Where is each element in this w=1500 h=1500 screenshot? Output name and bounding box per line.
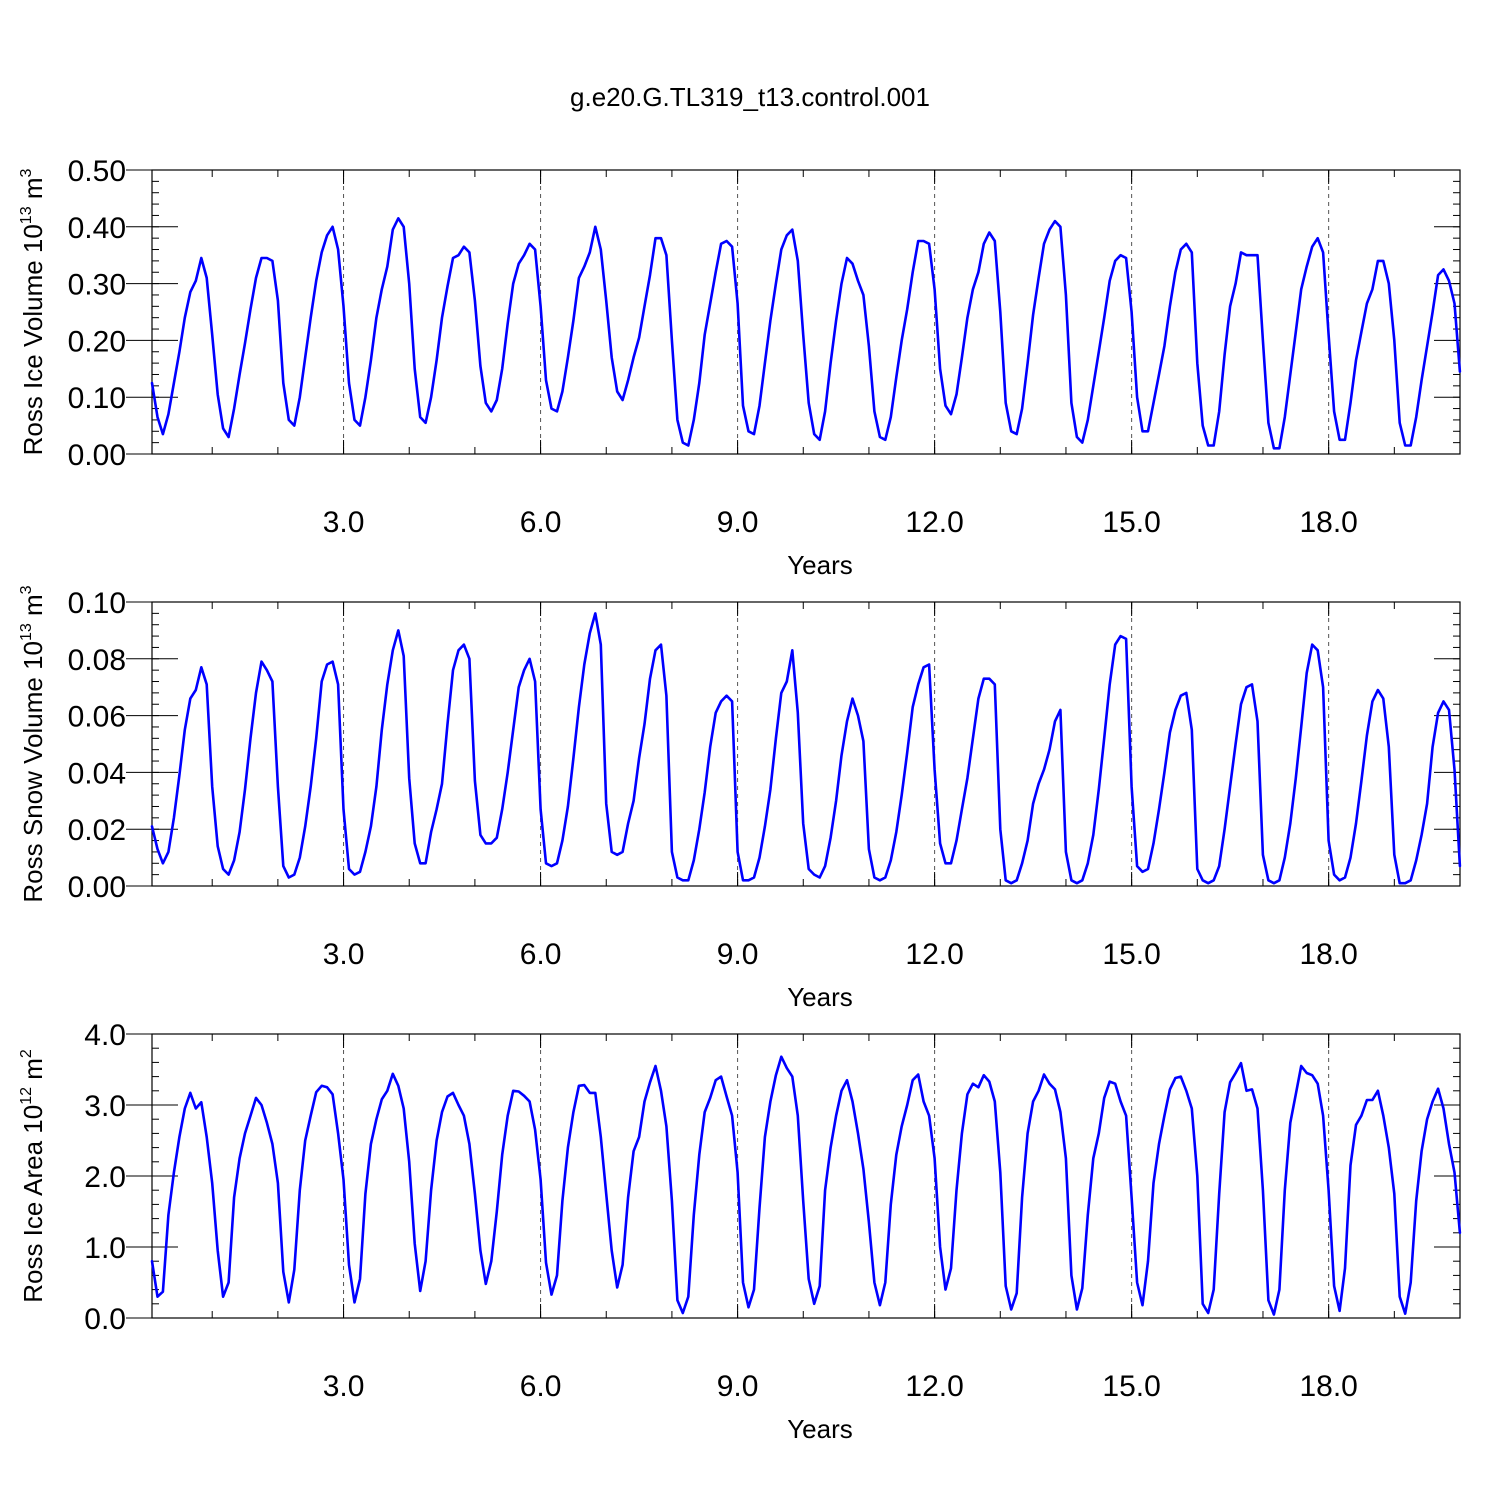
snow-volume-xtick-label: 18.0 xyxy=(1299,938,1357,971)
snow-volume-ylabel-part: m xyxy=(18,594,48,623)
ice-volume-ylabel: Ross Ice Volume 1013 m3 xyxy=(18,168,48,455)
snow-volume-xlabel: Years xyxy=(787,982,853,1012)
ice-area-ytick-label: 3.0 xyxy=(84,1090,126,1123)
snow-volume-xtick-label: 9.0 xyxy=(717,938,759,971)
ice-area-xtick-label: 18.0 xyxy=(1299,1370,1357,1403)
snow-volume-ytick-label: 0.04 xyxy=(68,757,126,790)
ice-area-ylabel: Ross Ice Area 1012 m2 xyxy=(18,1049,48,1303)
snow-volume-ylabel: Ross Snow Volume 1013 m3 xyxy=(18,585,48,902)
ice-area-ylabel-part: 10 xyxy=(18,1105,48,1134)
ice-volume-ylabel-part: Ross Ice Volume xyxy=(18,253,48,455)
ice-volume-plot-frame xyxy=(151,169,1461,455)
snow-volume-ytick-label: 0.02 xyxy=(68,814,126,847)
snow-volume-ytick-label: 0.08 xyxy=(68,644,126,677)
snow-volume-xtick-label: 6.0 xyxy=(520,938,562,971)
panel-ice-area: 0.0 1.0 2.0 3.0 4.0 3.0 6.0 9.0 12.0 15.0 18.0 Year… xyxy=(18,1019,1462,1444)
ice-volume-ylabel-part: 13 xyxy=(18,206,35,224)
snow-volume-ylabel-part: 10 xyxy=(18,641,48,670)
ice-area-xtick-label: 3.0 xyxy=(323,1370,365,1403)
ice-volume-xtick-label: 18.0 xyxy=(1299,506,1357,539)
ice-area-ylabel-part: Ross Ice Area xyxy=(18,1134,48,1303)
snow-volume-ytick-label: 0.00 xyxy=(68,871,126,904)
ice-area-ytick-label: 4.0 xyxy=(84,1019,126,1052)
ice-area-ylabel-part: 2 xyxy=(18,1049,35,1058)
snow-volume-series-line xyxy=(150,612,1462,885)
ice-volume-ytick-label: 0.20 xyxy=(68,325,126,358)
snow-volume-ylabel-part: 3 xyxy=(18,585,35,594)
ice-volume-xlabel: Years xyxy=(787,550,853,580)
ice-area-xtick-label: 9.0 xyxy=(717,1370,759,1403)
panel-ice-volume: 0.00 0.10 0.20 0.30 0.40 0.50 3.0 6.0 9.0 12.0 15.… xyxy=(18,155,1462,580)
ice-area-xlabel: Years xyxy=(787,1414,853,1444)
snow-volume-xtick-label: 3.0 xyxy=(323,938,365,971)
ice-volume-xtick-label: 3.0 xyxy=(323,506,365,539)
ice-volume-xtick-label: 12.0 xyxy=(905,506,963,539)
ice-volume-xtick-label: 9.0 xyxy=(717,506,759,539)
snow-volume-ytick-label: 0.10 xyxy=(68,587,126,620)
ice-area-ytick-label: 0.0 xyxy=(84,1303,126,1336)
snow-volume-xtick-label: 12.0 xyxy=(905,938,963,971)
ice-volume-ytick-label: 0.40 xyxy=(68,212,126,245)
ice-volume-xtick-label: 15.0 xyxy=(1102,506,1160,539)
ice-area-series-line xyxy=(150,1055,1462,1316)
panel-snow-volume: 0.00 0.02 0.04 0.06 0.08 0.10 3.0 6.0 9.0 12.0 15.… xyxy=(18,585,1462,1012)
snow-volume-ylabel-part: 13 xyxy=(18,623,35,641)
ice-volume-xtick-label: 6.0 xyxy=(520,506,562,539)
ice-area-ytick-label: 1.0 xyxy=(84,1232,126,1265)
ice-volume-ytick-label: 0.50 xyxy=(68,155,126,188)
snow-volume-plot-frame xyxy=(151,601,1461,887)
ice-area-ylabel-part: m xyxy=(18,1058,48,1087)
ice-area-xtick-label: 6.0 xyxy=(520,1370,562,1403)
ice-volume-ytick-label: 0.00 xyxy=(68,439,126,472)
ice-volume-series-line xyxy=(150,217,1462,450)
ice-volume-ylabel-part: 10 xyxy=(18,224,48,253)
snow-volume-xtick-label: 15.0 xyxy=(1102,938,1160,971)
ice-area-plot-frame xyxy=(151,1033,1461,1319)
ice-area-ytick-label: 2.0 xyxy=(84,1161,126,1194)
ice-volume-ylabel-part: 3 xyxy=(18,168,35,177)
ice-area-xtick-label: 12.0 xyxy=(905,1370,963,1403)
ice-area-ylabel-part: 12 xyxy=(18,1087,35,1105)
snow-volume-ylabel-part: Ross Snow Volume xyxy=(18,670,48,903)
ice-area-xtick-label: 15.0 xyxy=(1102,1370,1160,1403)
snow-volume-ytick-label: 0.06 xyxy=(68,701,126,734)
ice-volume-ytick-label: 0.10 xyxy=(68,382,126,415)
figure-title: g.e20.G.TL319_t13.control.001 xyxy=(570,82,930,112)
ice-volume-ytick-label: 0.30 xyxy=(68,269,126,302)
ice-volume-ylabel-part: m xyxy=(18,177,48,206)
